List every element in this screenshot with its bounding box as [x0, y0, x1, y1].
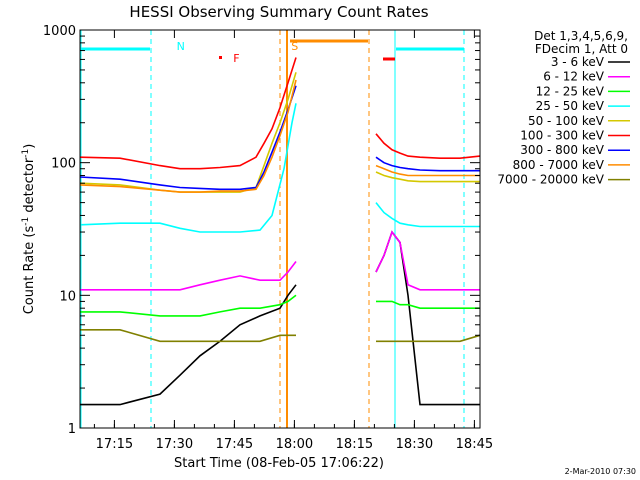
series-line-6-seg-0 [79, 85, 297, 191]
series-line-3-seg-0 [79, 103, 297, 233]
series-line-4-seg-1 [375, 171, 480, 183]
footer-stamp: 2-Mar-2010 07:30 [565, 467, 636, 476]
legend-label-6: 300 - 800 keV [520, 143, 604, 157]
x-tick-label-0: 17:15 [96, 437, 133, 452]
y-tick-label-1: 10 [59, 289, 76, 304]
x-tick-label-4: 18:15 [336, 437, 373, 452]
y-axis-label: Count Rate (s-1 detector-1) [21, 144, 37, 315]
series-line-2-seg-1 [376, 300, 480, 310]
legend-label-1: 6 - 12 keV [543, 70, 605, 84]
series-line-5-seg-1 [375, 133, 481, 159]
series-line-1-seg-0 [80, 261, 297, 291]
series-line-3-seg-1 [375, 202, 480, 228]
legend-label-0: 3 - 6 keV [551, 55, 605, 69]
chart-title: HESSI Observing Summary Count Rates [129, 3, 428, 21]
series-line-7-seg-1 [375, 164, 480, 177]
plot-frame [79, 29, 481, 429]
legend: Det 1,3,4,5,6,9, FDecim 1, Att 0 3 - 6 k… [497, 29, 630, 187]
y-axis-label-mid: detector [22, 157, 37, 217]
flare-mark-small [219, 56, 222, 59]
series-line-5-seg-0 [79, 57, 297, 170]
x-tick-label-5: 18:30 [396, 437, 433, 452]
x-tick-label-3: 18:00 [276, 437, 313, 452]
y-tick-label-3: 1000 [43, 24, 76, 39]
marker-label-s: S [291, 40, 298, 53]
y-axis-label-main: Count Rate (s [22, 226, 37, 315]
marker-label-n: N [177, 40, 185, 53]
series-line-2-seg-0 [80, 294, 297, 317]
y-tick-label-2: 100 [51, 157, 76, 172]
y-axis-label-sup1: -1 [21, 217, 31, 226]
series-line-8-seg-1 [376, 334, 481, 343]
x-tick-label-2: 17:45 [216, 437, 253, 452]
series-line-8-seg-0 [80, 328, 296, 343]
legend-label-3: 25 - 50 keV [536, 99, 605, 113]
plot-decorations [80, 30, 465, 428]
series-line-1-seg-1 [375, 230, 480, 291]
legend-header-1: Det 1,3,4,5,6,9, [534, 29, 628, 43]
x-axis-label: Start Time (08-Feb-05 17:06:22) [174, 456, 384, 471]
marker-label-f: F [233, 52, 239, 65]
axis-ticks: 17:15 17:30 17:45 18:00 18:15 18:30 18:45 1 10 10… [43, 24, 493, 452]
x-tick-label-6: 18:45 [456, 437, 493, 452]
series-line-6-seg-1 [375, 156, 480, 172]
legend-label-7: 800 - 7000 keV [513, 158, 605, 172]
legend-label-8: 7000 - 20000 keV [497, 173, 604, 187]
series-group [79, 57, 481, 406]
x-tick-label-1: 17:30 [156, 437, 193, 452]
marker-labels: NFS [177, 40, 299, 65]
y-axis-label-close: ) [22, 144, 37, 149]
legend-header-2: FDecim 1, Att 0 [535, 42, 628, 56]
legend-label-4: 50 - 100 keV [528, 114, 605, 128]
y-tick-label-0: 1 [68, 422, 76, 437]
legend-label-2: 12 - 25 keV [536, 84, 605, 98]
series-line-0-seg-0 [80, 284, 297, 406]
legend-label-5: 100 - 300 keV [520, 129, 604, 143]
series-line-7-seg-0 [79, 79, 297, 193]
y-axis-label-sup2: -1 [21, 149, 31, 158]
